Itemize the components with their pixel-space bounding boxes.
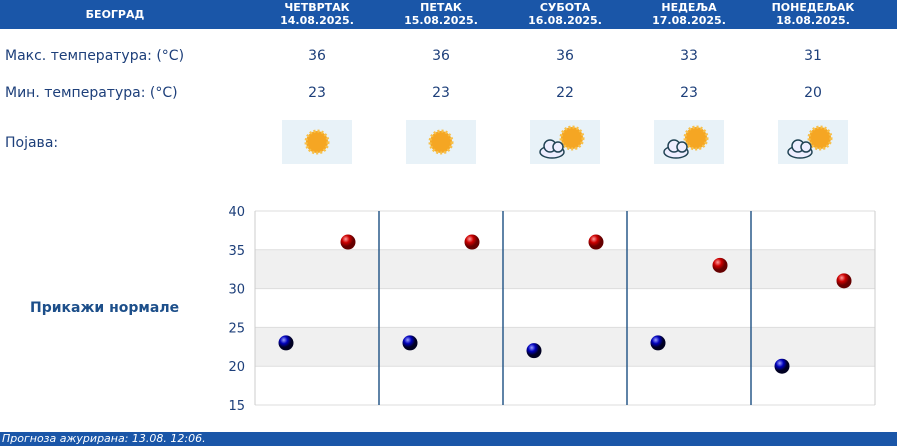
y-tick-label: 30 <box>228 283 245 298</box>
day-header: СУБОТА 16.08.2025. <box>503 1 627 27</box>
max-temp-point <box>588 234 604 250</box>
day-name: ЧЕТВРТАК <box>284 1 350 14</box>
day-header: ПОНЕДЕЉАК 18.08.2025. <box>751 1 875 27</box>
y-tick-label: 25 <box>228 321 245 336</box>
city-name: БЕОГРАД <box>85 8 145 21</box>
day-name: ПЕТАК <box>420 1 462 14</box>
max-temp-point <box>712 257 728 273</box>
min-temp-value: 23 <box>308 85 326 101</box>
min-temp-point <box>650 335 666 351</box>
min-temp-point <box>774 358 790 374</box>
min-temp-value: 22 <box>556 85 574 101</box>
day-date: 18.08.2025. <box>776 14 850 27</box>
y-tick-label: 40 <box>228 205 245 220</box>
forecast-updated: Прогноза ажурирана: 13.08. 12:06. <box>0 432 897 446</box>
max-temp-value: 31 <box>804 48 822 64</box>
min-temp-point <box>526 343 542 359</box>
max-temp-label: Макс. температура: (°C) <box>5 48 185 64</box>
day-date: 15.08.2025. <box>404 14 478 27</box>
min-temp-value: 20 <box>804 85 822 101</box>
min-temp-point <box>402 335 418 351</box>
max-temp-point <box>836 273 852 289</box>
max-temp-value: 33 <box>680 48 698 64</box>
day-name: НЕДЕЉА <box>661 1 717 14</box>
partly-cloudy-icon <box>778 120 848 164</box>
show-normals-link[interactable]: Прикажи нормале <box>30 300 180 316</box>
day-date: 14.08.2025. <box>280 14 354 27</box>
y-tick-label: 15 <box>228 399 245 414</box>
phenomenon-label: Појава: <box>5 135 59 151</box>
max-temp-point <box>340 234 356 250</box>
day-name: СУБОТА <box>539 1 591 14</box>
band <box>255 327 875 367</box>
max-temp-value: 36 <box>432 48 450 64</box>
min-temp-value: 23 <box>680 85 698 101</box>
temperature-chart: 15 20 25 30 35 40 <box>228 205 876 414</box>
max-temp-value: 36 <box>308 48 326 64</box>
day-header: ЧЕТВРТАК 14.08.2025. <box>255 1 379 27</box>
max-temp-point <box>464 234 480 250</box>
band <box>255 249 875 289</box>
y-tick-label: 35 <box>228 244 245 259</box>
y-tick-label: 20 <box>228 360 245 375</box>
max-temp-value: 36 <box>556 48 574 64</box>
min-temp-value: 23 <box>432 85 450 101</box>
forecast-header: БЕОГРАД ЧЕТВРТАК 14.08.2025. ПЕТАК 15.08.20… <box>0 0 897 29</box>
day-date: 16.08.2025. <box>528 14 602 27</box>
day-header: ПЕТАК 15.08.2025. <box>379 1 503 27</box>
sunny-icon <box>282 120 352 164</box>
min-temp-label: Мин. температура: (°C) <box>5 85 178 101</box>
sunny-icon <box>406 120 476 164</box>
day-header: НЕДЕЉА 17.08.2025. <box>627 1 751 27</box>
min-temp-point <box>278 335 294 351</box>
day-name: ПОНЕДЕЉАК <box>771 1 855 14</box>
sun-with-clouds-icon <box>530 120 600 164</box>
cloud-sun-rain-icon <box>654 120 724 164</box>
day-date: 17.08.2025. <box>652 14 726 27</box>
